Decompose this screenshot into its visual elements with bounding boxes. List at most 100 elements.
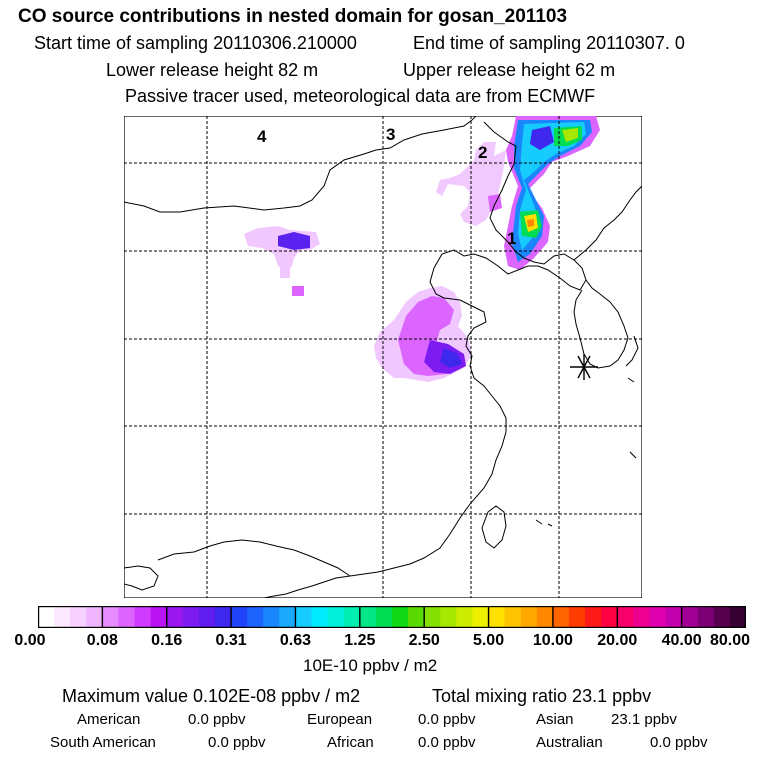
colorbar-frame: [38, 606, 746, 628]
colorbar-tick-label: 2.50: [408, 632, 440, 649]
colorbar-segment: [408, 606, 425, 628]
region-value: 0.0 ppbv: [418, 711, 476, 728]
colorbar-segment: [392, 606, 409, 628]
coast-korea-north: [573, 185, 642, 261]
colorbar-segment: [569, 606, 586, 628]
colorbar-segment: [552, 606, 570, 628]
colorbar-segment: [215, 606, 232, 628]
colorbar-segment: [665, 606, 683, 628]
colorbar-segment: [38, 606, 55, 628]
colorbar-segment: [681, 606, 699, 628]
upper-release-height: Upper release height 62 m: [403, 60, 616, 80]
region-value: 0.0 ppbv: [188, 711, 246, 728]
colorbar-segment: [649, 606, 667, 628]
coast-taiwan: [481, 505, 507, 549]
region-name: South American: [50, 734, 156, 751]
colorbar-segment: [359, 606, 377, 628]
coast-bohai-china: [263, 121, 587, 598]
colorbar-segment: [150, 606, 168, 628]
colorbar-segment: [198, 606, 216, 628]
plume-ne-yellowgreen: [562, 128, 578, 142]
colorbar-tick-label: 0.16: [151, 632, 183, 649]
colorbar-segment: [375, 606, 393, 628]
map-panel: 4 3 2 1: [124, 116, 642, 598]
receptor-star-icon: [570, 354, 598, 380]
colorbar-segment: [134, 606, 152, 628]
colorbar-segment: [456, 606, 474, 628]
colorbar-tick-label: 10.00: [532, 632, 573, 649]
tracer-note: Passive tracer used, meteorological data…: [125, 86, 596, 106]
colorbar-segment: [263, 606, 280, 628]
plume-west-blue: [278, 232, 310, 250]
plume-ne-violet: [530, 126, 554, 150]
colorbar-tick-label: 0.63: [279, 632, 312, 649]
total-mixing-ratio: Total mixing ratio 23.1 ppbv: [432, 686, 652, 706]
colorbar-segment: [70, 606, 87, 628]
colorbar-segment: [231, 606, 248, 628]
colorbar-segment: [536, 606, 554, 628]
lat-lon-grid: [124, 116, 642, 598]
colorbar-segment: [118, 606, 136, 628]
coast-northern-border: [124, 116, 477, 213]
plume-mid-orange: [527, 219, 534, 227]
lower-release-height: Lower release height 82 m: [106, 60, 319, 80]
colorbar-segment: [327, 606, 345, 628]
colorbar-segment: [585, 606, 602, 628]
colorbar-segment: [102, 606, 120, 628]
plot-title: CO source contributions in nested domain…: [18, 6, 568, 27]
colorbar-segment: [520, 606, 538, 628]
zone-label-3: 3: [386, 125, 395, 144]
plume-central-inner: [440, 348, 462, 368]
colorbar-segment: [182, 606, 200, 628]
region-value: 23.1 ppbv: [611, 711, 677, 728]
colorbar-tick-label: 20.00: [597, 632, 638, 649]
colorbar-segment: [295, 606, 313, 628]
colorbar-tick-label: 0.00: [14, 632, 46, 649]
colorbar-segment: [472, 606, 490, 628]
colorbar: [38, 606, 746, 628]
region-value: 0.0 ppbv: [650, 734, 708, 751]
colorbar-segment: [54, 606, 71, 628]
colorbar-tick-label: 40.00: [661, 632, 702, 649]
start-sampling-time: Start time of sampling 20110306.210000: [34, 33, 357, 53]
colorbar-segment: [247, 606, 264, 628]
zone-label-4: 4: [257, 127, 267, 146]
zone-label-2: 2: [478, 143, 487, 162]
colorbar-units: 10E-10 ppbv / m2: [303, 656, 438, 675]
colorbar-segment: [86, 606, 103, 628]
colorbar-segment: [311, 606, 329, 628]
zone-label-1: 1: [507, 229, 516, 248]
colorbar-segment: [343, 606, 361, 628]
coast-hainan-edge: [124, 565, 159, 591]
region-value: 0.0 ppbv: [208, 734, 266, 751]
colorbar-segment: [601, 606, 618, 628]
plume-west-spot: [292, 286, 304, 296]
colorbar-tick-label: 0.31: [215, 632, 247, 649]
colorbar-tick-label: 1.25: [344, 632, 376, 649]
concentration-field: [244, 116, 600, 382]
colorbar-tick-label: 5.00: [472, 632, 505, 649]
max-value: Maximum value 0.102E-08 ppbv / m2: [62, 686, 361, 706]
colorbar-segment: [166, 606, 184, 628]
coastlines: [124, 116, 642, 598]
colorbar-tick-label: 0.08: [86, 632, 118, 649]
colorbar-segment: [697, 606, 715, 628]
colorbar-segment: [504, 606, 522, 628]
colorbar-segment: [729, 606, 746, 628]
region-value: 0.0 ppbv: [418, 734, 476, 751]
region-name: Asian: [536, 711, 574, 728]
colorbar-segment: [279, 606, 297, 628]
colorbar-segment: [633, 606, 651, 628]
coast-japan-isles: [535, 335, 639, 527]
plume-west-spot-light: [280, 266, 290, 278]
colorbar-segment: [488, 606, 506, 628]
colorbar-segment: [617, 606, 634, 628]
end-sampling-time: End time of sampling 20110307. 0: [413, 33, 685, 53]
region-name: European: [307, 711, 373, 728]
coast-south-china: [157, 539, 351, 577]
region-name: Australian: [536, 734, 603, 751]
colorbar-segment: [424, 606, 441, 628]
colorbar-tick-label: 80.00: [709, 632, 751, 649]
colorbar-segment: [713, 606, 731, 628]
coast-korea: [573, 279, 629, 369]
